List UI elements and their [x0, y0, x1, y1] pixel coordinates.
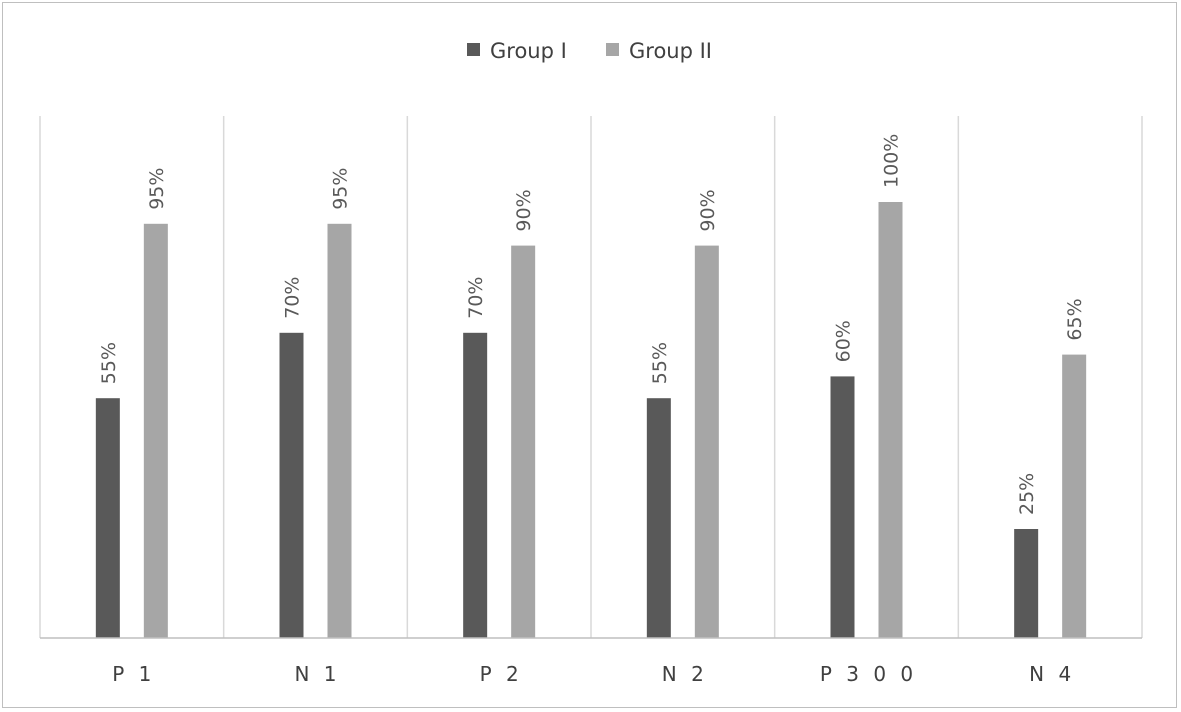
- legend-label-2: Group II: [629, 39, 712, 63]
- bar-p1-series-1: [95, 398, 120, 638]
- bar-n2-series-2: [694, 245, 719, 638]
- bar-p2-series-2: [511, 245, 536, 638]
- bar-p300-series-1: [830, 376, 855, 638]
- tick-label-n2: N 2: [662, 662, 708, 686]
- data-label-n2-series-1: 55%: [649, 342, 671, 384]
- legend-swatch-1: [467, 43, 480, 56]
- x-axis-tick-labels: P 1 N 1 P 2 N 2 P 3 0 0 N 4: [112, 662, 1075, 686]
- legend: Group I Group II: [467, 39, 712, 63]
- bar-p300-series-2: [878, 202, 903, 638]
- legend-swatch-2: [606, 43, 619, 56]
- data-label-n4-series-1: 25%: [1016, 473, 1038, 515]
- tick-label-p300: P 3 0 0: [820, 662, 917, 686]
- bar-n4-series-1: [1014, 529, 1039, 638]
- bar-p1-series-2: [143, 223, 168, 639]
- legend-label-1: Group I: [490, 39, 567, 63]
- bar-n1-series-1: [279, 332, 304, 638]
- data-label-p2-series-2: 90%: [513, 189, 535, 231]
- data-label-p2-series-1: 70%: [465, 277, 487, 319]
- data-label-p1-series-2: 95%: [146, 168, 168, 210]
- bar-n2-series-1: [646, 398, 671, 638]
- bars: [95, 202, 1087, 639]
- tick-label-p2: P 2: [480, 662, 523, 686]
- bar-n4-series-2: [1062, 354, 1087, 638]
- data-label-p300-series-1: 60%: [833, 320, 855, 362]
- data-labels: 55% 95% 70% 95% 70% 90% 55% 90% 60% 100% 25% 65%: [98, 134, 1086, 515]
- tick-label-p1: P 1: [112, 662, 155, 686]
- tick-label-n1: N 1: [294, 662, 340, 686]
- data-label-p1-series-1: 55%: [98, 342, 120, 384]
- data-label-n1-series-1: 70%: [282, 277, 304, 319]
- data-label-p300-series-2: 100%: [881, 134, 903, 188]
- bar-p2-series-1: [463, 332, 488, 638]
- category-gridlines: [39, 116, 1143, 638]
- data-label-n1-series-2: 95%: [330, 168, 352, 210]
- bar-n1-series-2: [327, 223, 352, 639]
- data-label-n2-series-2: 90%: [697, 189, 719, 231]
- data-label-n4-series-2: 65%: [1064, 298, 1086, 340]
- tick-label-n4: N 4: [1029, 662, 1075, 686]
